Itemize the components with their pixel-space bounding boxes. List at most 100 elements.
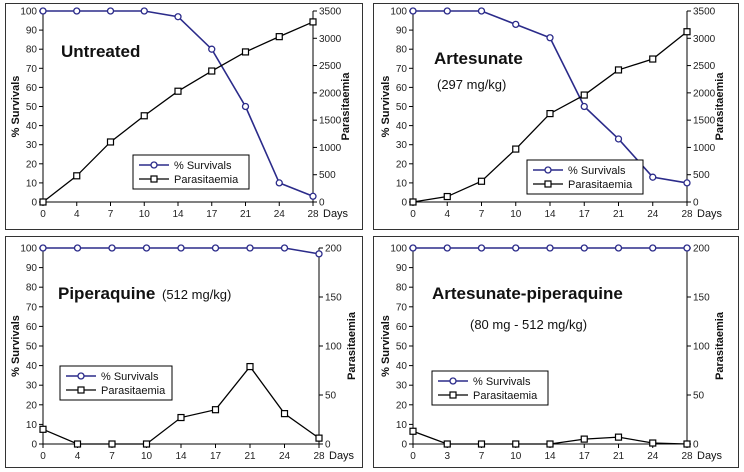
x-axis-label: Days (697, 450, 723, 462)
y-right-tick-label: 100 (693, 342, 710, 353)
y-right-tick-label: 200 (325, 244, 342, 255)
y-left-tick-label: 70 (396, 302, 408, 313)
y-left-tick-label: 0 (401, 440, 407, 451)
x-tick-label: 10 (139, 209, 151, 220)
y-left-tick-label: 40 (396, 361, 408, 372)
chart-artesunate: 0102030405060708090100050010001500200025… (380, 7, 726, 221)
x-tick-label: 14 (544, 451, 556, 462)
legend-parasitaemia-marker (544, 180, 552, 188)
chart-title: Artesunate (434, 49, 523, 68)
data-point-parasitaemia (142, 440, 151, 448)
x-tick-label: 7 (108, 209, 114, 220)
data-point-survivals (546, 34, 554, 42)
data-point-survivals (142, 244, 151, 252)
y-left-tick-label: 80 (396, 283, 408, 294)
chart-subtitle: (512 mg/kg) (162, 287, 231, 302)
x-tick-label: 21 (244, 451, 256, 462)
y-axis-label-left: % Survivals (380, 76, 392, 138)
y-axis-label-left: % Survivals (10, 315, 22, 377)
x-tick-label: 14 (175, 451, 187, 462)
data-point-survivals (409, 244, 417, 252)
data-point-survivals (443, 7, 451, 15)
y-axis-label-left: % Survivals (10, 76, 22, 138)
x-tick-label: 10 (510, 209, 522, 220)
y-left-tick-label: 20 (26, 400, 38, 411)
y-left-tick-label: 0 (31, 440, 37, 451)
y-right-tick-label: 1500 (319, 116, 342, 127)
x-tick-label: 24 (274, 209, 286, 220)
x-tick-label: 21 (613, 451, 625, 462)
x-tick-label: 21 (240, 209, 252, 220)
x-tick-label: 14 (172, 209, 184, 220)
data-point-parasitaemia (477, 440, 486, 448)
y-left-tick-label: 20 (396, 159, 408, 170)
data-point-parasitaemia (683, 440, 691, 448)
chart-panel-piperaquine: 0 10 20 30 40 50 60 70 80 90 100 0 50 100 150 200 0 4 7 10 1… (5, 236, 363, 468)
y-left-tick-label: 80 (396, 45, 408, 56)
data-point-parasitaemia (477, 177, 486, 185)
y-right-tick-label: 2500 (693, 61, 716, 72)
y-left-tick-label: 100 (390, 7, 407, 18)
y-left-tick-label: 30 (26, 381, 38, 392)
data-point-parasitaemia (443, 192, 451, 201)
data-point-survivals (649, 173, 657, 181)
legend-item-parasitaemia: Parasitaemia (473, 390, 538, 402)
y-left-tick-label: 90 (396, 26, 408, 37)
legend-parasitaemia-marker (150, 175, 158, 183)
data-point-survivals (246, 244, 254, 252)
y-right-tick-label: 0 (325, 440, 331, 451)
data-point-parasitaemia (174, 87, 182, 95)
data-point-survivals (683, 179, 691, 187)
data-point-parasitaemia (546, 440, 554, 448)
data-point-parasitaemia (580, 435, 588, 443)
chart-untreated: 0102030405060708090100050010001500200025… (10, 7, 352, 221)
y-left-tick-label: 70 (26, 302, 38, 313)
data-point-parasitaemia (208, 67, 216, 75)
x-tick-label: 14 (544, 209, 556, 220)
data-point-parasitaemia (614, 66, 623, 74)
y-left-tick-label: 30 (396, 140, 408, 151)
data-point-survivals (477, 244, 486, 252)
x-tick-label: 4 (74, 209, 80, 220)
y-right-tick-label: 2000 (319, 88, 342, 99)
data-point-survivals (177, 244, 185, 252)
chart-title: Artesunate-piperaquine (432, 284, 623, 303)
x-tick-label: 7 (479, 451, 485, 462)
data-point-parasitaemia (106, 138, 115, 146)
data-point-survivals (315, 250, 323, 258)
y-left-tick-label: 20 (26, 159, 38, 170)
x-tick-label: 10 (510, 451, 522, 462)
chart-title: Piperaquine (58, 284, 155, 303)
x-tick-label: 28 (313, 451, 325, 462)
y-left-tick-label: 70 (396, 64, 408, 75)
data-point-survivals (580, 102, 588, 111)
data-point-survivals (73, 244, 82, 252)
data-point-parasitaemia (275, 33, 283, 41)
data-point-survivals (409, 7, 417, 15)
legend-item-survivals: % Survivals (101, 371, 159, 383)
y-left-tick-label: 40 (26, 121, 38, 132)
y-right-tick-label: 500 (319, 170, 336, 181)
x-tick-label: 17 (210, 451, 222, 462)
chart-title: Untreated (61, 42, 140, 61)
x-tick-label: 7 (479, 209, 485, 220)
x-tick-label: 21 (613, 209, 625, 220)
x-tick-label: 0 (40, 209, 46, 220)
data-point-survivals (39, 244, 47, 252)
y-axis-label-right: Parasitaemia (346, 311, 358, 380)
x-tick-label: 28 (307, 209, 319, 220)
y-left-tick-label: 60 (396, 322, 408, 333)
data-point-parasitaemia (140, 112, 148, 120)
data-point-survivals (140, 7, 148, 15)
x-axis-label: Days (329, 450, 355, 462)
y-axis-label-left: % Survivals (380, 315, 392, 377)
x-tick-label: 24 (279, 451, 291, 462)
data-point-parasitaemia (280, 410, 289, 418)
legend-survivals-marker (150, 161, 158, 169)
data-point-parasitaemia (241, 48, 250, 56)
y-left-tick-label: 50 (396, 102, 408, 113)
x-tick-label: 0 (410, 209, 416, 220)
data-point-survivals (208, 45, 216, 53)
y-left-tick-label: 100 (20, 244, 37, 255)
y-right-tick-label: 3000 (319, 34, 342, 45)
